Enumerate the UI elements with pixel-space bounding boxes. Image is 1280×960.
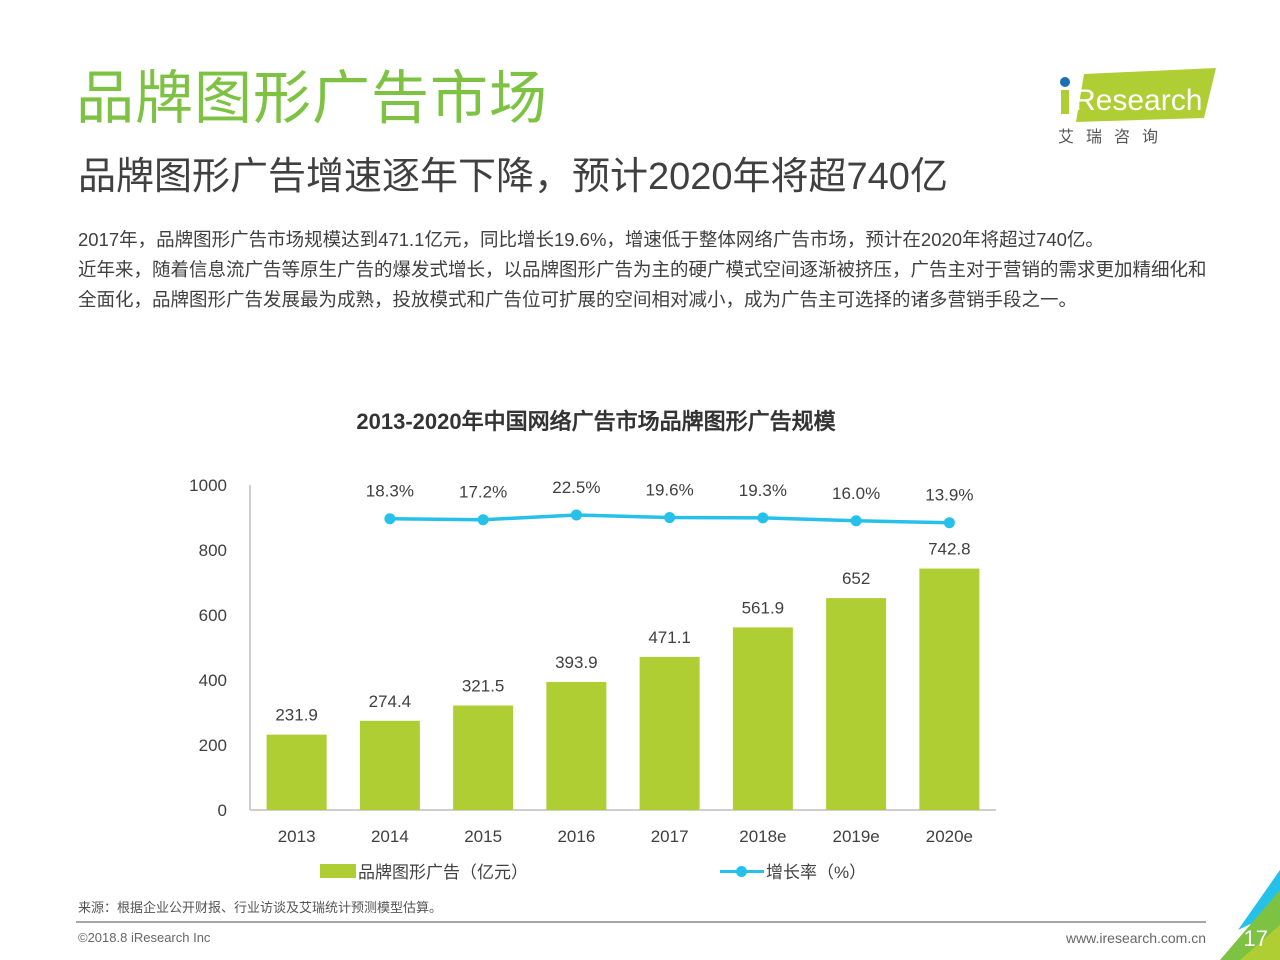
y-tick-label: 800: [199, 541, 227, 560]
page-title: 品牌图形广告市场: [76, 66, 549, 131]
bar: [732, 627, 793, 810]
x-tick-label: 2016: [557, 827, 595, 846]
logo-i-stem: [1061, 90, 1069, 114]
bar: [826, 598, 887, 810]
bar: [546, 681, 607, 810]
corner-lime-shape: [1240, 925, 1280, 960]
growth-point: [943, 517, 955, 529]
bar-value-label: 742.8: [928, 540, 971, 559]
page-number: 17: [1243, 926, 1268, 951]
bar: [453, 705, 514, 810]
growth-value-label: 19.6%: [646, 481, 694, 500]
page-subtitle: 品牌图形广告增速逐年下降，预计2020年将超740亿: [78, 156, 948, 198]
legend-item-line: 增长率（%）: [720, 858, 866, 883]
y-tick-label: 0: [218, 801, 227, 820]
iresearch-logo: Research 艾瑞咨询: [1058, 68, 1216, 146]
growth-value-label: 16.0%: [832, 484, 880, 503]
growth-point: [850, 515, 862, 527]
growth-value-label: 18.3%: [366, 482, 414, 501]
growth-point: [757, 512, 769, 524]
bar: [639, 656, 700, 810]
body-paragraph: 2017年，品牌图形广告市场规模达到471.1亿元，同比增长19.6%，增速低于…: [78, 229, 1104, 250]
body-paragraph: 近年来，随着信息流广告等原生广告的爆发式增长，以品牌图形广告为主的硬广模式空间逐…: [78, 259, 1207, 310]
growth-point: [570, 509, 582, 521]
bar: [266, 734, 327, 810]
bar-value-label: 231.9: [275, 706, 318, 725]
bar-value-label: 393.9: [555, 653, 598, 672]
body-text: 2017年，品牌图形广告市场规模达到471.1亿元，同比增长19.6%，增速低于…: [78, 225, 1218, 315]
growth-value-label: 13.9%: [925, 486, 973, 505]
bar-value-label: 321.5: [462, 677, 505, 696]
bar: [359, 720, 420, 810]
growth-point: [384, 513, 396, 525]
growth-point: [664, 512, 676, 524]
x-tick-label: 2017: [651, 827, 689, 846]
y-tick-label: 1000: [189, 476, 227, 495]
x-tick-label: 2020e: [926, 827, 973, 846]
legend-item-bar: 品牌图形广告（亿元）: [320, 858, 528, 883]
growth-value-label: 22.5%: [552, 478, 600, 497]
bar-value-label: 652: [842, 569, 870, 588]
logo-banner-shape: [1076, 68, 1216, 122]
source-note: 来源：根据企业公开财报、行业访谈及艾瑞统计预测模型估算。: [78, 900, 443, 915]
bar-value-label: 274.4: [369, 692, 412, 711]
x-tick-label: 2013: [278, 827, 316, 846]
x-tick-label: 2014: [371, 827, 409, 846]
y-tick-label: 600: [199, 606, 227, 625]
copyright: ©2018.8 iResearch Inc: [78, 930, 211, 945]
x-tick-label: 2019e: [832, 827, 879, 846]
corner-decoration: [1220, 870, 1280, 960]
y-tick-label: 400: [199, 671, 227, 690]
bar-value-label: 561.9: [742, 598, 785, 617]
legend-line-label: 增长率（%）: [766, 863, 867, 882]
growth-value-label: 19.3%: [739, 481, 787, 500]
y-tick-label: 200: [199, 736, 227, 755]
bar: [919, 568, 980, 810]
bar-value-label: 471.1: [648, 628, 691, 647]
website-link[interactable]: www.iresearch.com.cn: [1065, 930, 1206, 946]
x-tick-label: 2015: [464, 827, 502, 846]
logo-brand-text: Research: [1074, 84, 1202, 117]
chart-title: 2013-2020年中国网络广告市场品牌图形广告规模: [356, 409, 836, 434]
legend-bar-label: 品牌图形广告（亿元）: [358, 863, 528, 882]
growth-value-label: 17.2%: [459, 483, 507, 502]
logo-dot-icon: [1060, 77, 1070, 87]
footer-divider: [76, 921, 1206, 923]
logo-brand-cn: 艾瑞咨询: [1058, 127, 1170, 146]
growth-point: [477, 514, 489, 526]
legend-line-swatch: [720, 863, 764, 879]
legend-bar-swatch: [320, 863, 356, 878]
x-tick-label: 2018e: [739, 827, 786, 846]
